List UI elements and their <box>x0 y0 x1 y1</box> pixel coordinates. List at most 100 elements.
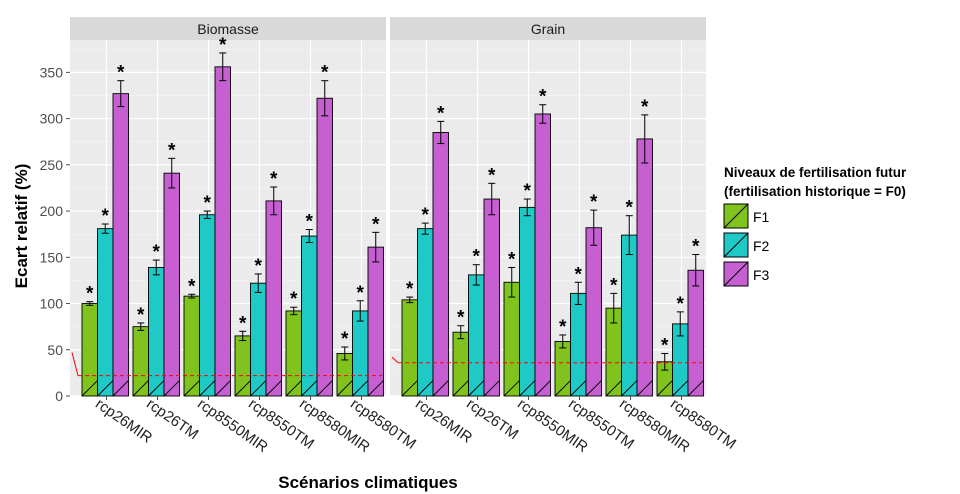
y-axis-title: Ecart relatif (%) <box>12 164 31 289</box>
error-bar <box>406 296 414 304</box>
bar-f2-rcp26tm <box>148 267 165 397</box>
y-axis: 0 50 100 150 200 250 300 350 <box>40 64 70 404</box>
error-bar <box>523 198 531 217</box>
bar-f1-rcp8550tm <box>554 340 571 397</box>
significance-star: * <box>86 284 94 305</box>
panel-strip <box>390 17 706 40</box>
error-bar <box>661 352 669 371</box>
bar-f1-rcp8550mir <box>183 295 200 397</box>
bar-f2-rcp26mir <box>417 228 434 397</box>
error-bar <box>203 210 211 219</box>
significance-star: * <box>508 249 516 270</box>
panel-biomasse: Biomasse****************** <box>70 17 386 397</box>
significance-star: * <box>610 275 618 296</box>
legend-title-line2: (fertilisation historique = F0) <box>724 184 906 199</box>
significance-star: * <box>677 294 685 315</box>
error-bar <box>457 325 465 340</box>
bar-f1-rcp26tm <box>132 326 149 397</box>
x-axis: rcp26MIRrcp26TMrcp8550MIRrcp8550TMrcp858… <box>92 395 739 456</box>
legend-label: F2 <box>753 238 770 254</box>
error-bar <box>219 52 227 82</box>
error-bar <box>692 254 700 287</box>
error-bar <box>590 209 598 246</box>
significance-star: * <box>539 87 547 108</box>
bar-f1-rcp26mir <box>401 299 418 397</box>
bar-f3-rcp26mir <box>112 93 129 397</box>
bar-f3-rcp8550tm <box>585 227 602 397</box>
significance-star: * <box>153 242 161 263</box>
error-bar <box>356 300 364 322</box>
significance-star: * <box>239 313 247 334</box>
error-bar <box>372 231 380 263</box>
y-tick-label: 50 <box>47 342 63 358</box>
error-bar <box>341 346 349 361</box>
bar-f1-rcp26tm <box>452 331 469 397</box>
significance-star: * <box>357 283 365 304</box>
bar-f3-rcp8550mir <box>534 113 551 397</box>
error-bar <box>188 293 196 299</box>
significance-star: * <box>341 329 349 350</box>
reference-line-start <box>71 352 79 376</box>
significance-star: * <box>575 264 583 285</box>
error-bar <box>168 157 176 189</box>
bar-f2-rcp8580tm <box>352 310 369 397</box>
error-bar <box>472 264 480 286</box>
significance-star: * <box>641 97 649 118</box>
significance-star: * <box>524 181 532 202</box>
panel-title: Biomasse <box>197 21 259 37</box>
significance-star: * <box>372 214 380 235</box>
error-bar <box>137 322 145 331</box>
error-bar <box>254 273 262 293</box>
error-bar <box>437 120 445 145</box>
error-bar <box>290 306 298 316</box>
x-tick-label: rcp26MIR <box>92 395 155 446</box>
legend-item-f2: F2 <box>723 232 770 258</box>
y-tick-label: 100 <box>40 296 64 312</box>
y-tick-label: 0 <box>55 388 63 404</box>
bar-f3-rcp8550mir <box>214 66 231 397</box>
chart-panels: Biomasse * * * * * * * * * * * * * * * * * * Grain * * * * * * * * *… <box>70 17 706 397</box>
error-bar <box>152 259 160 276</box>
error-bar <box>86 301 94 306</box>
bar-f2-rcp8580mir <box>621 234 638 397</box>
error-bar <box>305 229 313 244</box>
significance-star: * <box>406 279 414 300</box>
bar-f1-rcp8550tm <box>234 335 251 397</box>
significance-star: * <box>117 63 125 84</box>
significance-star: * <box>661 335 669 356</box>
bar-f3-rcp8580mir <box>316 97 333 397</box>
bar-f3-rcp26mir <box>432 132 449 397</box>
legend-item-f3: F3 <box>723 261 770 287</box>
significance-star: * <box>437 103 445 124</box>
significance-star: * <box>692 237 700 258</box>
error-bar <box>676 311 684 337</box>
legend-keys: F1 F2 F3 <box>723 203 770 287</box>
bar-f3-rcp8580mir <box>636 138 653 397</box>
error-bar <box>610 292 618 324</box>
bar-f3-rcp26tm <box>163 172 180 397</box>
significance-star: * <box>457 308 465 329</box>
significance-star: * <box>219 35 227 56</box>
significance-star: * <box>204 193 212 214</box>
legend-item-f1: F1 <box>723 203 770 229</box>
legend-label: F1 <box>753 209 770 225</box>
significance-star: * <box>590 192 598 213</box>
legend-label: F3 <box>753 267 770 283</box>
significance-star: * <box>102 206 110 227</box>
significance-star: * <box>137 305 145 326</box>
significance-star: * <box>188 276 196 297</box>
error-bar <box>270 186 278 216</box>
error-bar <box>488 182 496 216</box>
error-bar <box>508 266 516 298</box>
error-bar <box>239 330 247 342</box>
error-bar <box>101 223 109 234</box>
bar-f3-rcp8580tm <box>367 246 384 397</box>
y-tick-label: 150 <box>40 249 64 265</box>
bar-f2-rcp8550tm <box>570 292 587 397</box>
x-tick-label: rcp26MIR <box>412 395 475 446</box>
error-bar <box>421 222 429 235</box>
significance-star: * <box>473 247 481 268</box>
significance-star: * <box>290 289 298 310</box>
significance-star: * <box>559 317 567 338</box>
significance-star: * <box>270 169 278 190</box>
